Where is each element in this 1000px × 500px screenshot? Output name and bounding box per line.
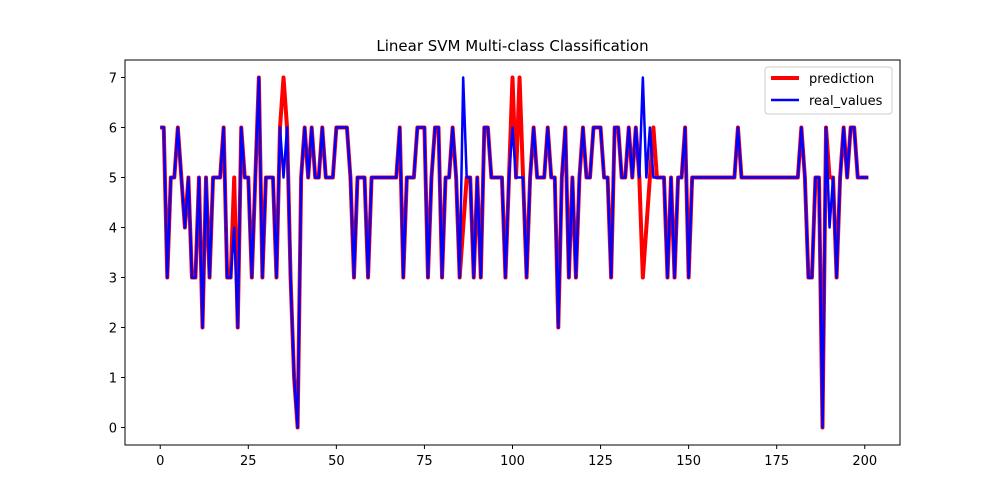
y-tick-label: 7	[109, 72, 117, 87]
x-tick-label: 50	[328, 454, 345, 469]
series-lines	[160, 75, 869, 430]
x-tick-label: 200	[852, 454, 877, 469]
y-tick-label: 0	[109, 422, 117, 437]
legend-label-prediction: prediction	[809, 72, 874, 87]
plot-frame	[124, 59, 901, 446]
y-tick-label: 2	[109, 322, 117, 337]
x-tick-label: 100	[500, 454, 525, 469]
y-tick-label: 3	[109, 272, 117, 287]
x-tick-label: 75	[416, 454, 433, 469]
x-tick-label: 25	[240, 454, 257, 469]
axes: 0 25 50 75 100 125 150 175 200 0 1 2 3 4 5 6 7	[109, 72, 877, 470]
series-line-real-values	[160, 76, 869, 429]
y-tick-label: 4	[109, 222, 117, 237]
x-tick-label: 150	[676, 454, 701, 469]
chart-title: Linear SVM Multi-class Classification	[376, 37, 648, 55]
x-tick-label: 125	[588, 454, 613, 469]
y-tick-label: 5	[109, 172, 117, 187]
x-tick-label: 175	[764, 454, 789, 469]
y-tick-label: 6	[109, 122, 117, 137]
y-tick-label: 1	[109, 372, 117, 387]
legend: prediction real_values	[764, 66, 893, 115]
x-tick-label: 0	[156, 454, 164, 469]
legend-label-real-values: real_values	[809, 94, 883, 109]
